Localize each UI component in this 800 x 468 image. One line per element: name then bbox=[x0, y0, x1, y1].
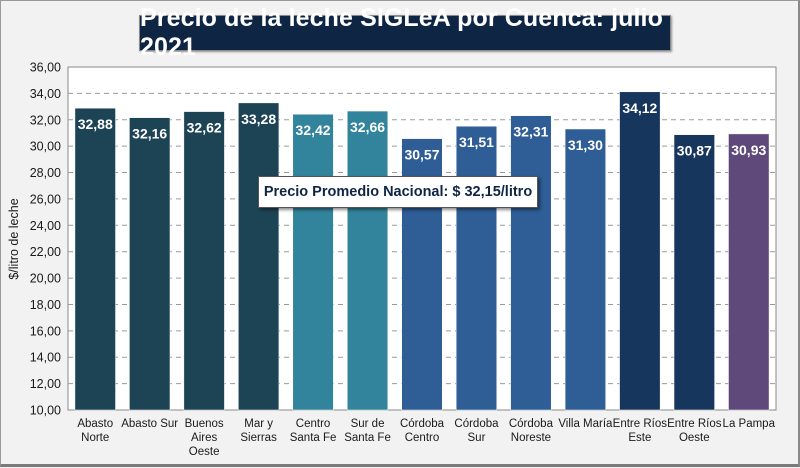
x-category-label-line: Sierras bbox=[240, 432, 277, 444]
x-category-label: La Pampa bbox=[723, 418, 776, 430]
bar-value-label: 32,31 bbox=[513, 124, 548, 140]
x-category-label-line: Entre Ríos bbox=[667, 418, 722, 430]
bar bbox=[292, 113, 334, 411]
national-average-annotation: Precio Promedio Nacional: $ 32,15/litro bbox=[258, 176, 538, 208]
x-category-label: Abasto Sur bbox=[121, 418, 178, 430]
x-axis-labels: Abasto Norte Abasto Sur Buenos Aires Oeste Mar… bbox=[77, 418, 775, 458]
bar bbox=[183, 111, 225, 411]
x-category-label: Mar y Sierras bbox=[240, 418, 277, 444]
x-category-label-line: Centro bbox=[296, 418, 331, 430]
x-category-label-line: Villa María bbox=[558, 418, 613, 430]
bar-value-label: 30,87 bbox=[677, 143, 712, 159]
y-tick-label: 30,00 bbox=[30, 140, 61, 154]
y-tick-label: 22,00 bbox=[30, 245, 61, 259]
bar bbox=[619, 91, 661, 411]
x-category-label-line: Córdoba bbox=[454, 418, 499, 430]
x-category-label-line: Abasto bbox=[77, 418, 113, 430]
x-category-label: Córdoba Centro bbox=[400, 418, 445, 444]
bar-value-label: 32,42 bbox=[296, 122, 331, 138]
x-category-label-line: La Pampa bbox=[723, 418, 776, 430]
bar bbox=[510, 115, 552, 411]
x-category-label-line: Santa Fe bbox=[344, 432, 391, 444]
bar bbox=[129, 117, 171, 411]
y-tick-label: 26,00 bbox=[30, 192, 61, 206]
x-category-label-line: Centro bbox=[405, 432, 440, 444]
x-category-label-line: Abasto Sur bbox=[121, 418, 178, 430]
y-tick-label: 34,00 bbox=[30, 87, 61, 101]
x-category-label-line: Oeste bbox=[189, 446, 220, 458]
bar bbox=[74, 107, 116, 411]
x-category-label-line: Este bbox=[628, 432, 651, 444]
y-tick-label: 32,00 bbox=[30, 113, 61, 127]
y-tick-label: 28,00 bbox=[30, 166, 61, 180]
bar-value-label: 30,57 bbox=[404, 147, 439, 163]
y-axis-ticks: 10,00 12,00 14,00 16,00 18,00 20,00 22,00 24,00… bbox=[30, 61, 61, 418]
y-axis-label: $/litro de leche bbox=[7, 198, 21, 279]
bar bbox=[728, 133, 770, 411]
bar bbox=[347, 110, 389, 411]
bar-value-label: 31,51 bbox=[459, 134, 494, 150]
bar-value-label: 30,93 bbox=[731, 142, 766, 158]
x-category-label: Entre Ríos Oeste bbox=[667, 418, 722, 444]
bar bbox=[673, 134, 715, 411]
y-tick-label: 18,00 bbox=[30, 298, 61, 312]
x-category-label-line: Mar y bbox=[244, 418, 273, 430]
x-category-label: Entre Ríos Este bbox=[613, 418, 668, 444]
x-category-label-line: Córdoba bbox=[509, 418, 554, 430]
bar-value-label: 31,30 bbox=[568, 137, 603, 153]
x-category-label-line: Buenos bbox=[185, 418, 224, 430]
x-category-label: Centro Santa Fe bbox=[290, 418, 337, 444]
x-category-label: Sur de Santa Fe bbox=[344, 418, 391, 444]
x-category-label: Córdoba Noreste bbox=[509, 418, 554, 444]
value-labels: 32,88 32,16 32,62 33,28 32,42 32,66 30,57 31,51… bbox=[78, 100, 767, 163]
x-category-label-line: Entre Ríos bbox=[613, 418, 668, 430]
y-tick-label: 14,00 bbox=[30, 351, 61, 365]
bar-value-label: 33,28 bbox=[241, 111, 276, 127]
bar-value-label: 34,12 bbox=[622, 100, 657, 116]
x-category-label: Abasto Norte bbox=[77, 418, 113, 444]
bars bbox=[74, 91, 770, 411]
x-category-label-line: Oeste bbox=[679, 432, 710, 444]
y-tick-label: 10,00 bbox=[30, 404, 61, 418]
y-tick-label: 16,00 bbox=[30, 324, 61, 338]
y-tick-label: 20,00 bbox=[30, 272, 61, 286]
y-tick-label: 24,00 bbox=[30, 219, 61, 233]
y-tick-label: 36,00 bbox=[30, 61, 61, 75]
x-category-label-line: Sur de bbox=[351, 418, 385, 430]
x-category-label-line: Córdoba bbox=[400, 418, 445, 430]
x-category-label-line: Aires bbox=[191, 432, 217, 444]
x-category-label-line: Santa Fe bbox=[290, 432, 337, 444]
y-tick-label: 12,00 bbox=[30, 377, 61, 391]
x-category-label: Córdoba Sur bbox=[454, 418, 499, 444]
bar-value-label: 32,88 bbox=[78, 116, 113, 132]
bar bbox=[455, 125, 497, 411]
x-category-label-line: Noreste bbox=[511, 432, 551, 444]
bar bbox=[238, 102, 280, 411]
bar bbox=[564, 128, 606, 411]
x-category-label: Buenos Aires Oeste bbox=[185, 418, 224, 458]
bar-value-label: 32,62 bbox=[187, 120, 222, 136]
x-category-label-line: Norte bbox=[81, 432, 109, 444]
bar-value-label: 32,66 bbox=[350, 119, 385, 135]
x-category-label: Villa María bbox=[558, 418, 613, 430]
x-category-label-line: Sur bbox=[468, 432, 486, 444]
bar-value-label: 32,16 bbox=[132, 126, 167, 142]
